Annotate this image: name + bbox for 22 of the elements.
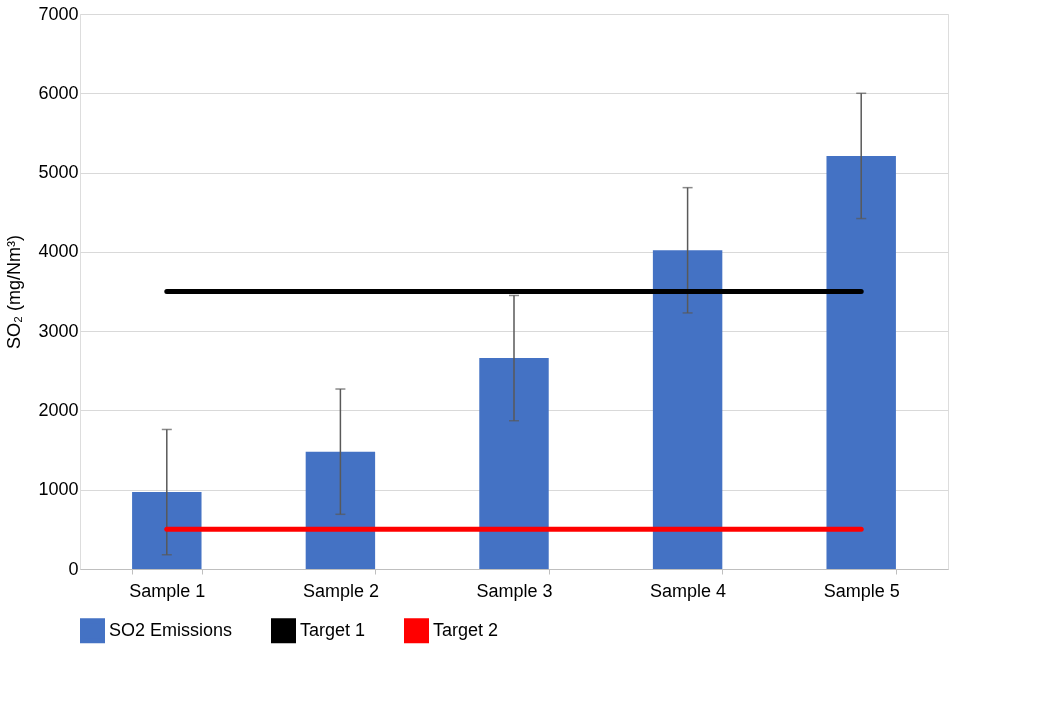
y-tick-label: 6000 <box>38 82 79 103</box>
bar <box>826 155 896 569</box>
y-tick-label: 2000 <box>38 399 79 420</box>
bar <box>652 250 723 569</box>
bar <box>132 492 202 569</box>
legend-label: Target 1 <box>300 619 366 640</box>
x-tick-label: Sample 1 <box>129 580 206 601</box>
y-tick-label: 7000 <box>38 3 79 24</box>
y-tick-label: 5000 <box>38 162 79 183</box>
y-tick-label: 4000 <box>38 241 79 262</box>
y-tick-label: 1000 <box>38 479 79 500</box>
bar <box>305 451 376 569</box>
bar <box>479 358 549 569</box>
x-tick-label: Sample 4 <box>650 580 727 601</box>
x-tick-label: Sample 5 <box>823 580 900 601</box>
legend-label: SO2 Emissions <box>109 619 233 640</box>
x-tick-label: Sample 3 <box>476 580 553 601</box>
y-tick-label: 0 <box>68 558 79 579</box>
legend-label: Target 2 <box>433 619 499 640</box>
x-tick-label: Sample 2 <box>302 580 379 601</box>
y-tick-label: 3000 <box>38 320 79 341</box>
y-axis-title: SO₂ (mg/Nm³) <box>4 235 25 349</box>
